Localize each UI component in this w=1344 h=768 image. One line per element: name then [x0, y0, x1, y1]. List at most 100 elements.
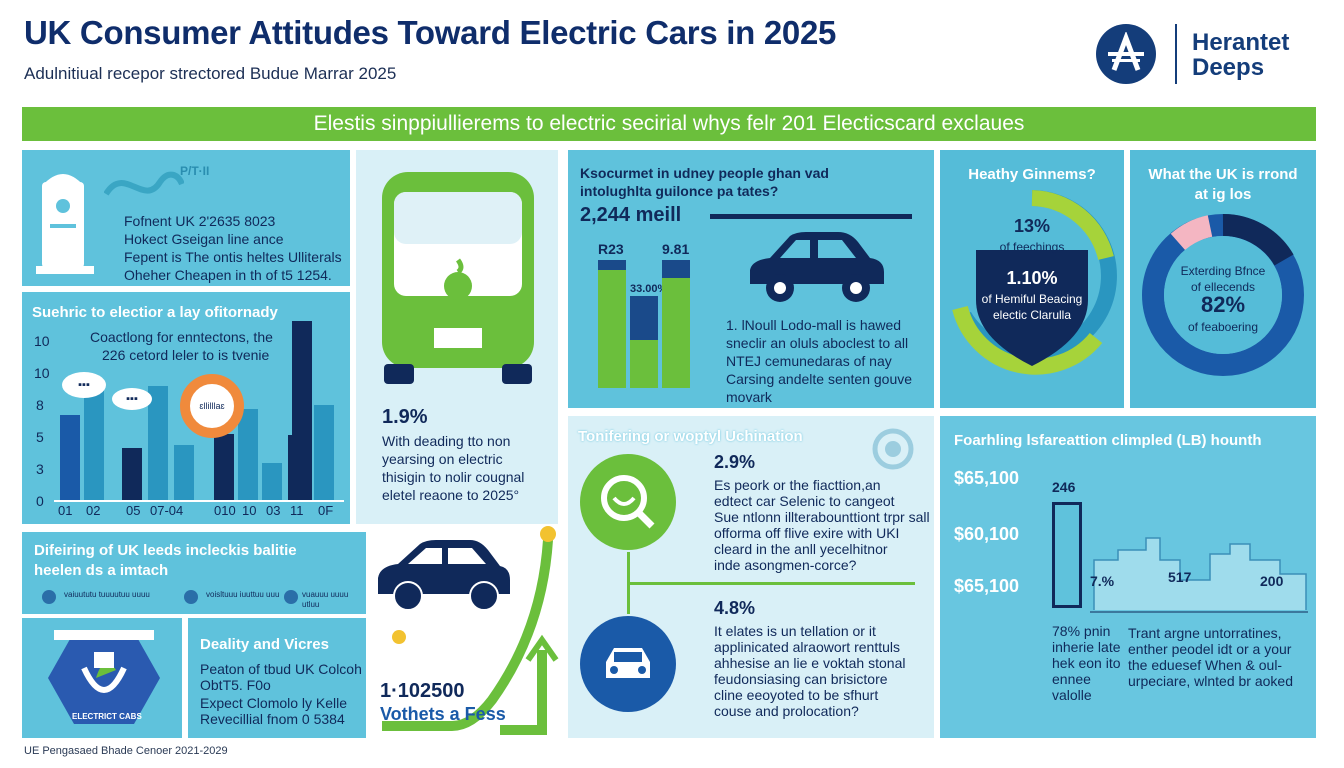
- info-dot: [284, 590, 298, 604]
- deality-line: Expect Clomolo ly Kelle: [200, 695, 348, 711]
- bus-panel: 1.9% With deading tto non yearsing on el…: [356, 150, 558, 524]
- page-title: UK Consumer Attitudes Toward Electric Ca…: [24, 14, 837, 51]
- chart-bar: [214, 434, 234, 500]
- bar-chart-note-2: 226 cetord leler to is tvenie: [102, 347, 270, 363]
- price-right-text: Trant argne untorratines,: [1128, 625, 1282, 641]
- x-tick: 01: [58, 503, 73, 518]
- navy-cap: [598, 260, 626, 270]
- ring-badge: ɛllilllaɛ: [180, 374, 244, 438]
- x-tick: 0F: [318, 503, 334, 518]
- health-panel: Heathy Ginnems? 13% of feechings 1.10% o…: [940, 150, 1124, 408]
- car-arrow-value: 1·102500: [380, 680, 465, 702]
- x-tick: 07-04: [150, 503, 184, 518]
- swirl-icon: [872, 428, 914, 470]
- bus-text-4: eletel reaone to 2025°: [382, 487, 520, 503]
- panel1-line-2: Hokect Gseigan line ance: [124, 231, 284, 247]
- people-text-2: sneclir an oluls aboclest to all: [726, 335, 909, 351]
- footer-source: UE Pengasaed Bhade Cenoer 2021-2029: [24, 745, 228, 757]
- logo-line-1: Herantet: [1192, 29, 1290, 56]
- deality-panel: Deality and Vicres Peaton of tbud UK Col…: [188, 618, 366, 738]
- x-tick: 05: [126, 503, 141, 518]
- bus-text-1: With deading tto non: [382, 433, 511, 449]
- price-step-chart: [1090, 537, 1308, 613]
- connector-line: [627, 582, 915, 585]
- panel1-line-3: Fepent is The ontis heltes Ulliterals: [124, 249, 342, 265]
- stat-text-1: offorma off flive exire with UKI: [714, 525, 900, 541]
- bar-chart-panel: Suehric to electior a lay ofitornady Coa…: [22, 292, 350, 524]
- chart-bar: [262, 463, 282, 500]
- donut-title-2: at ig los: [1194, 186, 1252, 203]
- car-front-icon: [606, 648, 650, 678]
- coin-icon: [392, 630, 406, 644]
- people-text-5: movark: [726, 389, 772, 405]
- x-tick: 03: [266, 503, 281, 518]
- car-circle: [580, 616, 676, 712]
- donut-title-1: What the UK is rrond: [1148, 166, 1298, 183]
- bus-text-2: yearsing on electric: [382, 451, 503, 467]
- logo-text: Herantet Deeps: [1192, 30, 1289, 80]
- price-left-text: ennee: [1052, 671, 1091, 687]
- price-left-text: inherie late: [1052, 639, 1121, 655]
- chart-bar: [174, 445, 194, 500]
- people-text-3: NTEJ cemunedaras of nay: [726, 353, 892, 369]
- stat-text-1: cleard in the anll yecelhitnor: [714, 541, 888, 557]
- stat-value-2: 4.8%: [714, 598, 756, 618]
- people-big-value: 2,244 meill: [580, 204, 682, 226]
- hatchback-car-icon: [378, 540, 510, 611]
- deality-line: Revecillial fnom 0 5384: [200, 711, 345, 727]
- cable-icon: [104, 171, 184, 196]
- badge-label: ELECTRICT CABS: [72, 712, 142, 721]
- car-arrow-label: Vothets a Fess: [380, 704, 506, 724]
- logo-line-2: Deeps: [1192, 54, 1265, 81]
- charging-station-icon: [36, 174, 94, 274]
- x-tick: 010: [214, 503, 236, 518]
- bar-label: 33.00%: [630, 283, 668, 295]
- y-tick: 8: [36, 397, 44, 413]
- people-title-2: intolughlta guilonce pa tates?: [580, 183, 779, 199]
- health-value-2: 1.10%: [1006, 268, 1058, 288]
- price-right-text: the eduesef When & oul-: [1128, 657, 1283, 673]
- charger-panel: P/T·II Fofnent UK 2'2635 8023 Hokect Gse…: [22, 150, 350, 286]
- headline-banner: Elestis sinppiullierems to electric seci…: [22, 107, 1316, 141]
- leeds-title-1: Difeiring of UK leeds incleckis balitie: [34, 542, 297, 559]
- price-left-text: 78% pnin: [1052, 623, 1111, 639]
- health-label-2b: electic Clarulla: [992, 308, 1072, 322]
- donut-label-1: Exterding Bfnce: [1180, 264, 1266, 278]
- leeds-panel: Difeiring of UK leeds incleckis balitie …: [22, 532, 366, 614]
- donut-value: 82%: [1200, 292, 1246, 317]
- bar-chart-title: Suehric to electior a lay ofitornady: [32, 304, 278, 321]
- y-tick: 5: [36, 429, 44, 445]
- price-y-3: $65,100: [954, 576, 1020, 596]
- x-axis-line: [54, 500, 344, 502]
- stat-text-2: couse and prolocation?: [714, 703, 859, 719]
- stat-value-1: 2.9%: [714, 452, 756, 472]
- speech-bubble: ▪▪▪: [62, 372, 106, 398]
- price-y-2: $60,100: [954, 524, 1020, 544]
- price-bar-label: 246: [1052, 479, 1076, 495]
- donut-value-label: of feaboering: [1187, 320, 1259, 334]
- page-subtitle: Adulnitiual recepor strectored Budue Mar…: [24, 64, 397, 83]
- info-dot: [42, 590, 56, 604]
- people-panel: Ksocurmet in udney people ghan vad intol…: [568, 150, 934, 408]
- price-left-text: hek eon ito: [1052, 655, 1121, 671]
- deality-line: Peaton of tbud UK Colcoh: [200, 661, 362, 677]
- donut-label-2: of ellecends: [1190, 280, 1256, 294]
- bus-text-3: thisigin to nolir cougnal: [382, 469, 525, 485]
- y-tick: 10: [34, 365, 50, 381]
- leeds-title-2: heelen ds a imtach: [34, 562, 169, 579]
- stat-text-2: ahhesise an lie e voktah stonal: [714, 655, 906, 671]
- car-arrow-panel: 1·102500 Vothets a Fess: [372, 526, 560, 738]
- price-left-text: valolle: [1052, 687, 1092, 703]
- info-dot: [184, 590, 198, 604]
- logo-divider: [1175, 24, 1177, 84]
- people-text-4: Carsing andelte senten gouve: [726, 371, 913, 387]
- bar-label: 9.81: [662, 241, 690, 257]
- hexagon-badge-icon: [48, 630, 160, 724]
- y-tick: 10: [34, 333, 50, 349]
- panel1-icon-text: P/T·II: [180, 164, 210, 178]
- chart-bar: [314, 405, 334, 500]
- x-tick: 10: [242, 503, 257, 518]
- stat-text-1: Es peork or the fiacttion,an: [714, 477, 881, 493]
- stat-text-1: Sue ntlonn illterabounttiont trpr sall: [714, 509, 930, 525]
- navy-cap: [662, 260, 690, 278]
